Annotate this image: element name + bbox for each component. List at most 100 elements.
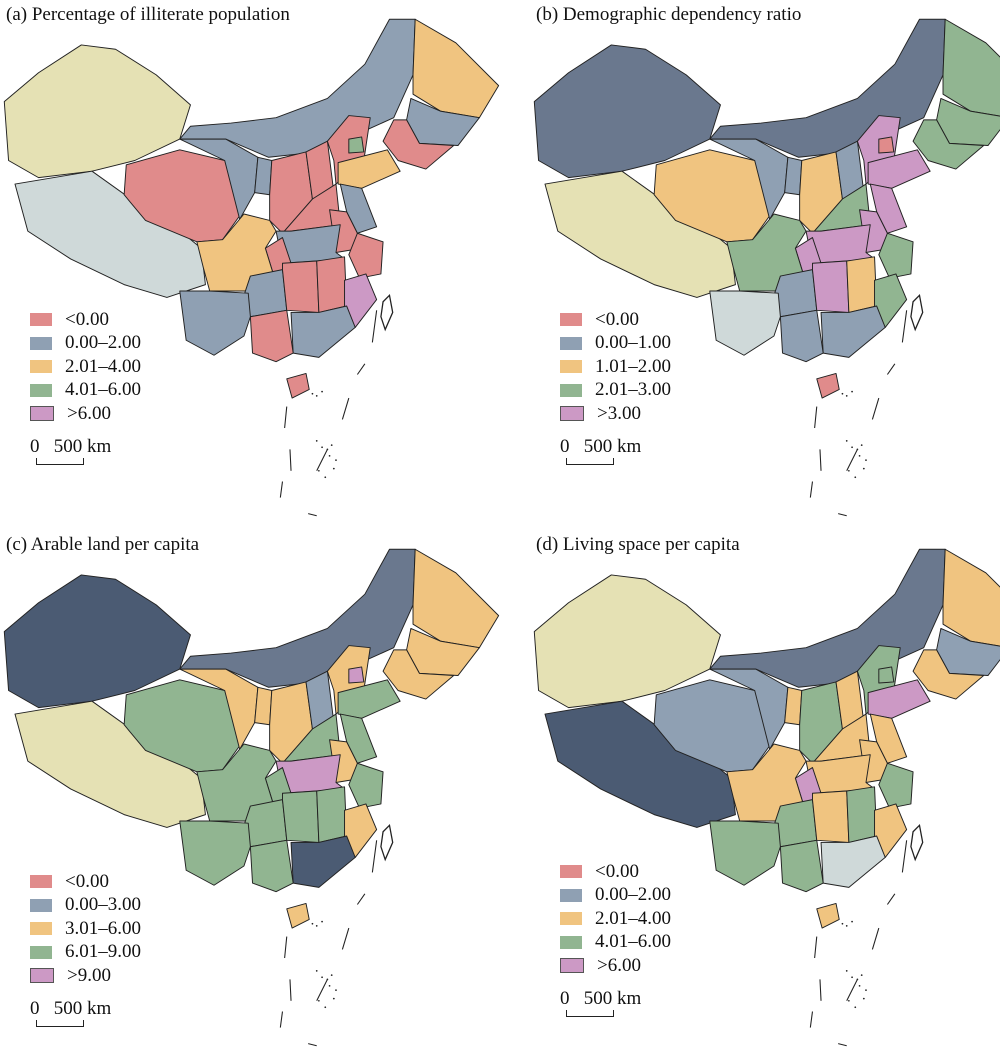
region-zhejiang <box>348 762 384 809</box>
legend-label: 0.00–3.00 <box>65 894 141 916</box>
region-taiwan <box>910 294 924 332</box>
legend-swatch <box>560 406 584 422</box>
legend: <0.00 0.00–2.00 2.01–4.00 4.01–6.00 >6.00 <box>560 860 671 978</box>
maritime-boundary <box>809 310 908 517</box>
region-fujian <box>344 273 378 328</box>
legend-swatch <box>560 912 582 926</box>
scale-zero: 0 <box>560 436 570 457</box>
island-dot <box>851 920 853 923</box>
legend-swatch <box>30 898 52 912</box>
region-hainan <box>816 372 840 399</box>
legend-label: <0.00 <box>65 870 109 892</box>
island-dot <box>865 989 867 991</box>
legend-item: <0.00 <box>560 308 671 332</box>
legend-swatch <box>560 888 582 902</box>
region-inner-mongolia <box>709 548 946 688</box>
region-sichuan <box>196 743 277 822</box>
panel-title: (b) Demographic dependency ratio <box>536 4 802 25</box>
legend-label: <0.00 <box>595 860 639 882</box>
region-shandong <box>337 679 401 719</box>
region-yunnan <box>179 290 251 356</box>
island-dot <box>856 448 859 451</box>
legend-item: <0.00 <box>560 860 671 884</box>
region-tibet <box>14 700 206 828</box>
island-dot <box>311 922 314 925</box>
region-inner-mongolia <box>179 548 416 688</box>
legend-label: 0.00–2.00 <box>595 884 671 906</box>
island-dot <box>326 978 329 981</box>
legend-swatch <box>30 313 52 327</box>
region-guizhou <box>243 799 288 848</box>
region-jiangsu <box>339 713 378 764</box>
scale-label: 500 km <box>53 998 112 1019</box>
region-xinjiang <box>3 44 191 179</box>
maritime-boundary <box>279 310 378 517</box>
scale-zero: 0 <box>560 988 570 1009</box>
legend-label: 6.01–9.00 <box>65 941 141 963</box>
region-tibet <box>544 170 736 298</box>
island-dot <box>328 984 331 987</box>
region-hainan <box>286 372 310 399</box>
region-jiangsu <box>869 713 908 764</box>
legend-label: 0.00–2.00 <box>65 332 141 354</box>
region-guangxi <box>779 839 824 893</box>
region-hunan <box>281 260 320 313</box>
region-hunan <box>811 790 850 843</box>
scale-bar: 0 500 km <box>560 988 641 1017</box>
panel-title: (d) Living space per capita <box>536 534 740 555</box>
island-dot <box>315 395 318 397</box>
region-guizhou <box>773 799 818 848</box>
map-panel: (a) Percentage of illiterate population <… <box>0 0 500 527</box>
region-ningxia <box>254 156 273 196</box>
legend-item: 0.00–2.00 <box>560 884 671 908</box>
island-dot <box>311 392 314 395</box>
legend-swatch <box>560 383 582 397</box>
region-beijing <box>878 666 895 684</box>
legend-item: 0.00–3.00 <box>30 894 141 918</box>
choropleth-map <box>533 548 1000 1047</box>
region-guangdong <box>290 305 356 358</box>
panel-title: (c) Arable land per capita <box>6 534 200 555</box>
legend-item: 3.01–6.00 <box>30 917 141 941</box>
legend-label: 4.01–6.00 <box>595 931 671 953</box>
legend-label: 3.01–6.00 <box>65 917 141 939</box>
island-dot <box>854 476 857 479</box>
region-yunnan <box>709 820 781 886</box>
legend-item: >6.00 <box>30 402 141 426</box>
scale-label: 500 km <box>53 436 112 457</box>
island-dot <box>318 999 320 1002</box>
legend-swatch <box>30 875 52 889</box>
scale-line <box>566 1010 614 1017</box>
scale-line <box>36 1020 84 1027</box>
region-taiwan <box>380 294 394 332</box>
region-guangdong <box>820 305 886 358</box>
region-guizhou <box>243 269 288 318</box>
island-dot <box>841 392 844 395</box>
legend-label: 4.01–6.00 <box>65 379 141 401</box>
scale-label: 500 km <box>583 988 642 1009</box>
region-xinjiang <box>533 574 721 709</box>
island-dot <box>330 974 333 976</box>
island-dot <box>315 969 318 972</box>
legend-label: 1.01–2.00 <box>595 355 671 377</box>
region-liaoning <box>912 649 985 700</box>
choropleth-map <box>3 18 500 517</box>
scale-zero: 0 <box>30 436 40 457</box>
region-jiangxi <box>316 786 348 843</box>
legend-label: 2.01–4.00 <box>595 907 671 929</box>
legend: <0.00 0.00–3.00 3.01–6.00 6.01–9.00 >9.00 <box>30 870 141 988</box>
region-fujian <box>874 803 908 858</box>
legend-item: 2.01–4.00 <box>560 907 671 931</box>
region-taiwan <box>380 824 394 862</box>
island-dot <box>848 469 850 472</box>
island-dot <box>851 446 853 449</box>
legend-swatch <box>30 922 52 936</box>
island-dot <box>315 925 318 927</box>
region-guangxi <box>249 839 294 893</box>
region-beijing <box>878 136 895 154</box>
legend-label: >6.00 <box>597 954 641 976</box>
island-dot <box>315 439 318 442</box>
scale-zero: 0 <box>30 998 40 1019</box>
legend-label: 2.01–3.00 <box>595 379 671 401</box>
legend-item: >9.00 <box>30 964 141 988</box>
